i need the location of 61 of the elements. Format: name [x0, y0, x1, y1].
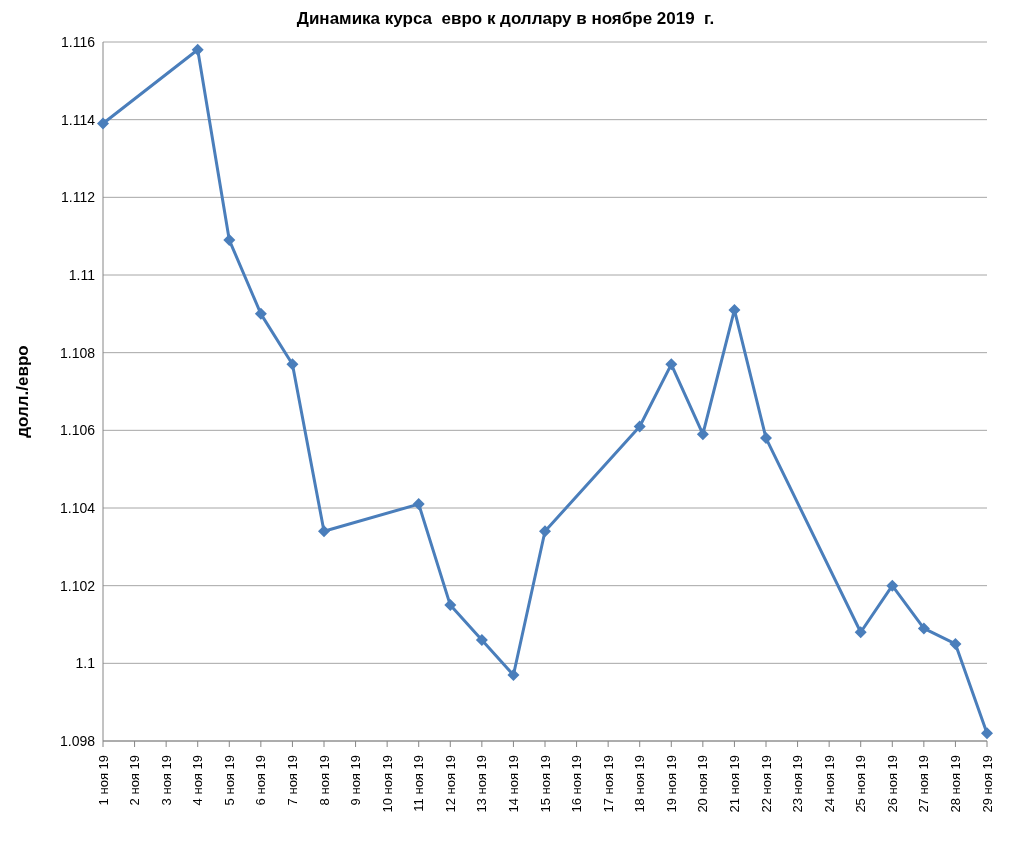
x-tick-label: 25 ноя 19	[853, 755, 869, 813]
x-tick-label: 12 ноя 19	[442, 755, 458, 813]
y-tick-label: 1.116	[61, 33, 96, 50]
x-tick-label: 7 ноя 19	[284, 755, 300, 806]
x-tick-label: 27 ноя 19	[916, 755, 932, 813]
point	[97, 117, 109, 130]
point	[917, 622, 930, 635]
x-tick-label: 3 ноя 19	[158, 755, 174, 806]
point	[286, 358, 299, 371]
x-tick-label: 2 ноя 19	[127, 755, 143, 806]
x-tick-label: 18 ноя 19	[632, 755, 648, 813]
y-tick-label: 1.1	[75, 655, 96, 672]
y-tick-label: 1.108	[59, 344, 96, 361]
point	[223, 234, 236, 247]
x-tick-label: 14 ноя 19	[505, 755, 521, 813]
y-tick-label: 1.102	[59, 577, 96, 594]
point	[412, 498, 425, 511]
point	[318, 525, 330, 538]
x-tick-label: 21 ноя 19	[726, 755, 742, 813]
point	[191, 43, 204, 56]
point	[665, 358, 678, 371]
x-tick-label: 17 ноя 19	[600, 755, 616, 813]
point	[633, 420, 646, 433]
x-tick-label: 24 ноя 19	[821, 755, 837, 813]
point	[760, 432, 772, 445]
point	[949, 637, 962, 650]
x-tick-label: 9 ноя 19	[348, 755, 364, 806]
x-tick-label: 8 ноя 19	[316, 755, 332, 806]
point	[854, 626, 867, 639]
x-tick-label: 1 ноя 19	[95, 755, 111, 806]
x-tick-label: 11 ноя 19	[411, 755, 427, 812]
x-tick-label: 16 ноя 19	[569, 755, 585, 813]
x-tick-label: 19 ноя 19	[663, 755, 679, 813]
x-tick-label: 29 ноя 19	[979, 755, 995, 813]
y-tick-label: 1.106	[59, 422, 96, 439]
point	[254, 307, 267, 320]
y-tick-label: 1.114	[61, 111, 96, 128]
x-tick-label: 23 ноя 19	[790, 755, 806, 813]
x-tick-label: 26 ноя 19	[884, 755, 900, 813]
x-tick-label: 6 ноя 19	[253, 755, 269, 806]
point	[507, 668, 520, 681]
point	[886, 579, 899, 592]
point	[539, 525, 551, 538]
point	[444, 599, 457, 612]
x-tick-label: 15 ноя 19	[537, 755, 553, 813]
x-tick-label: 4 ноя 19	[190, 755, 206, 806]
y-axis-title: долл./евро	[13, 345, 33, 438]
x-tick-label: 13 ноя 19	[474, 755, 490, 813]
x-tick-label: 22 ноя 19	[758, 755, 774, 813]
y-tick-label: 1.11	[68, 266, 96, 283]
chart-title: Динамика курса евро к доллару в ноябре 2019 г.	[295, 8, 716, 30]
x-tick-label: 5 ноя 19	[221, 755, 237, 806]
point	[696, 428, 709, 441]
y-tick-label: 1.098	[59, 732, 96, 749]
x-tick-label: 28 ноя 19	[947, 755, 963, 813]
y-tick-label: 1.104	[59, 499, 96, 516]
point	[981, 727, 993, 740]
x-tick-label: 20 ноя 19	[695, 755, 711, 813]
x-tick-label: 10 ноя 19	[379, 755, 395, 813]
y-tick-label: 1.112	[61, 189, 96, 206]
point	[475, 634, 488, 647]
